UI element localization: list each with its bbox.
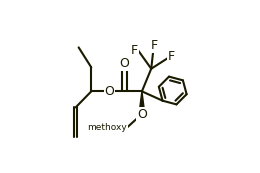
- Text: O: O: [137, 107, 147, 121]
- Polygon shape: [139, 91, 145, 114]
- Text: O: O: [120, 57, 129, 70]
- Text: F: F: [131, 44, 138, 57]
- Text: F: F: [168, 50, 175, 63]
- Text: F: F: [151, 39, 158, 52]
- Text: O: O: [104, 85, 114, 98]
- Text: methoxy: methoxy: [87, 123, 127, 132]
